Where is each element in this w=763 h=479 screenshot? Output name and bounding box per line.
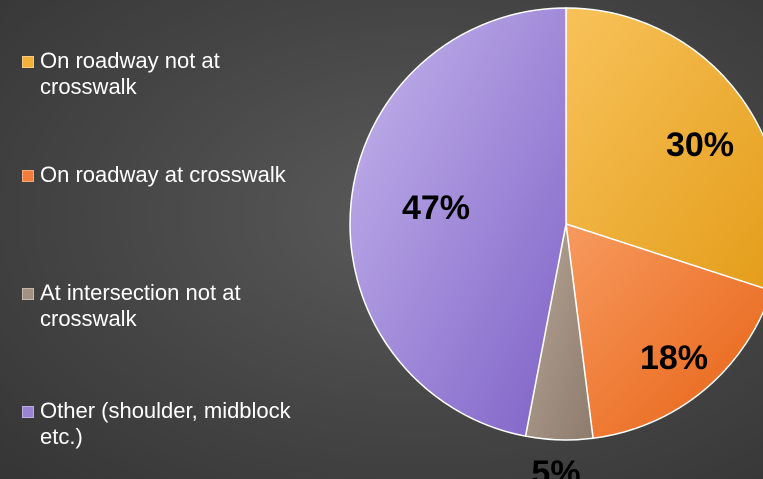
slice-data-label: 30% (666, 126, 734, 164)
legend-label: On roadway not at crosswalk (40, 48, 220, 99)
slice-data-label: 18% (640, 339, 708, 377)
slice-data-label: 5% (531, 454, 580, 479)
legend-label: On roadway at crosswalk (40, 162, 286, 187)
legend-item: On roadway at crosswalk (22, 162, 310, 188)
legend-swatch (22, 406, 34, 418)
legend-item: On roadway not at crosswalk (22, 48, 310, 100)
legend-label: Other (shoulder, midblock etc.) (40, 398, 291, 449)
legend-item: Other (shoulder, midblock etc.) (22, 398, 310, 450)
pie-slice (349, 7, 567, 438)
slice-data-label: 47% (402, 189, 470, 227)
pie-labels: 30% 18% 5% 47% (402, 126, 734, 479)
pie-slices (349, 7, 763, 441)
legend-swatch (22, 288, 34, 300)
legend-swatch (22, 170, 34, 182)
legend-item: At intersection not at crosswalk (22, 280, 310, 332)
legend-label: At intersection not at crosswalk (40, 280, 241, 331)
pie-slice (565, 7, 763, 289)
legend-swatch (22, 56, 34, 68)
